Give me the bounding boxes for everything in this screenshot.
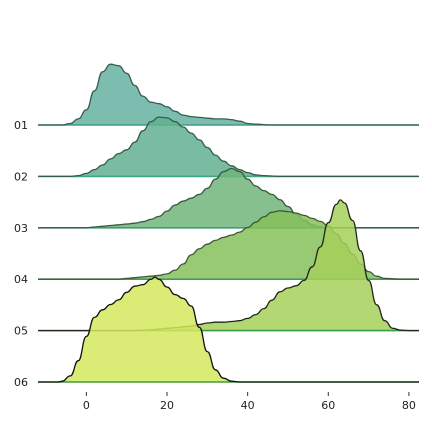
x-tick-label-60: 60 — [321, 399, 335, 412]
ridge-outline-02 — [38, 116, 419, 178]
x-tick-label-80: 80 — [402, 399, 416, 412]
ridge-06 — [38, 276, 419, 383]
ridge-area-01 — [38, 64, 419, 125]
y-label-01: 01 — [14, 119, 28, 132]
x-tick-label-40: 40 — [241, 399, 255, 412]
ridge-area-06 — [38, 277, 419, 382]
ridge-area-05 — [38, 199, 419, 331]
ridge-01 — [37, 63, 419, 126]
x-axis: 0 20 40 60 80 — [83, 392, 416, 412]
y-label-03: 03 — [14, 222, 28, 235]
y-label-05: 05 — [14, 325, 28, 338]
ridge-outline-06 — [38, 276, 419, 383]
x-tick-label-20: 20 — [160, 399, 174, 412]
y-label-02: 02 — [14, 170, 28, 183]
ridge-outline-01 — [37, 63, 419, 126]
x-tick-label-0: 0 — [83, 399, 90, 412]
ridge-area-02 — [38, 117, 419, 177]
y-label-06: 06 — [14, 376, 28, 389]
y-axis-labels: 01 02 03 04 05 06 — [14, 119, 28, 389]
y-label-04: 04 — [14, 273, 28, 286]
ridge-02 — [38, 116, 419, 178]
ridges-layer — [37, 63, 419, 383]
ridge-area-03 — [38, 168, 419, 228]
ridge-03 — [37, 167, 419, 229]
